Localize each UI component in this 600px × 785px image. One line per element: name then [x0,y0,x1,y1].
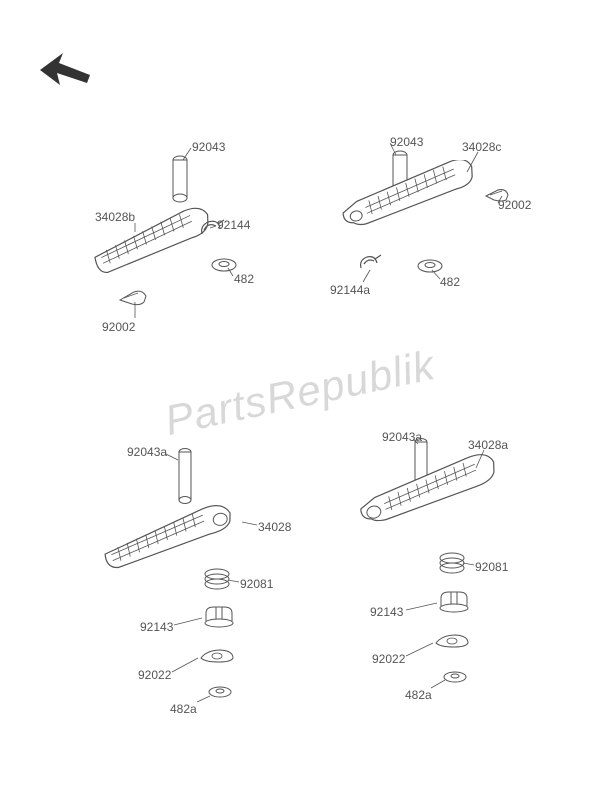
label-92081-bl: 92081 [240,577,273,591]
label-92002-tl: 92002 [102,320,135,334]
label-482-tl: 482 [234,272,254,286]
label-92081-br: 92081 [475,560,508,574]
part-tab-br [432,631,472,651]
label-34028-bl: 34028 [258,520,291,534]
label-34028b-tl: 34028b [95,210,135,224]
part-washer-br [442,670,468,684]
label-92022-bl: 92022 [138,668,171,682]
part-bracket-bl [202,603,236,629]
label-34028c-tr: 34028c [462,140,501,154]
label-482-tr: 482 [440,275,460,289]
part-footstep-tr [330,160,495,240]
label-92043-tr: 92043 [390,135,423,149]
label-92043a-bl: 92043a [127,445,167,459]
label-34028a-br: 34028a [468,438,508,452]
label-482a-bl: 482a [170,702,197,716]
part-spring-bl [202,566,232,592]
part-pin-tl [172,155,188,205]
diagram-container: PartsRepublik [0,0,600,785]
label-92043-tl: 92043 [192,140,225,154]
part-bracket-br [437,588,471,614]
part-endcap-tl [116,286,150,308]
label-92022-br: 92022 [372,652,405,666]
leader-lines-tl [0,0,600,785]
label-92143-br: 92143 [370,605,403,619]
part-tab-bl [197,646,237,666]
label-92143-bl: 92143 [140,620,173,634]
part-washer-tl [210,257,238,273]
label-92144a-tr: 92144a [330,283,370,297]
part-washer-tr [416,258,444,274]
leader-lines-tr [0,0,600,785]
part-washer-bl [207,685,233,699]
label-92144-tl: 92144 [217,218,250,232]
part-footstep-br [345,453,515,533]
leader-lines-br [0,0,600,785]
watermark-text: PartsRepublik [161,340,439,444]
part-footstep-bl [88,495,253,570]
direction-arrow-icon [35,45,95,95]
label-92043a-br: 92043a [382,430,422,444]
part-spring-br [437,550,467,576]
label-482a-br: 482a [405,688,432,702]
leader-lines-bl [0,0,600,785]
label-92002-tr: 92002 [498,198,531,212]
part-spring-tr [357,252,383,274]
